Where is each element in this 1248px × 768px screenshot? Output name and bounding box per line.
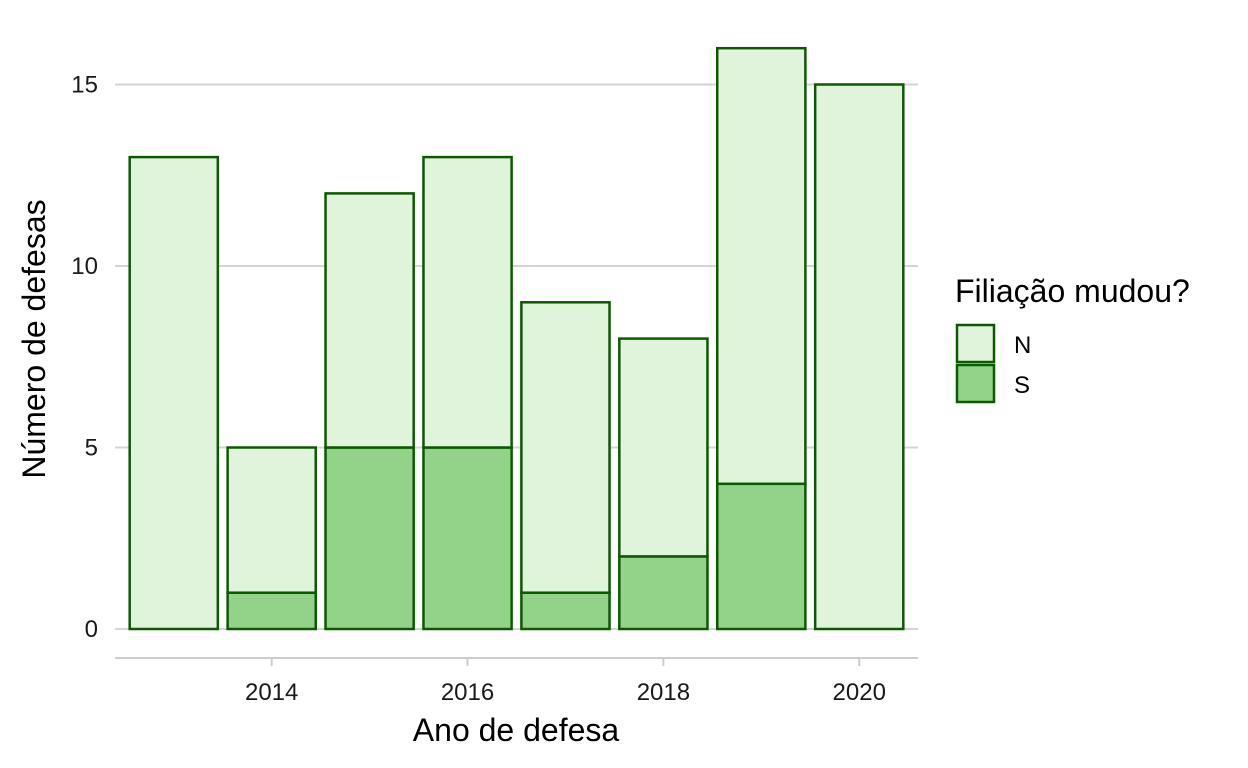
bar-2014-S — [226, 591, 318, 631]
bar-2016-N — [422, 155, 513, 449]
legend-label-S: S — [1014, 372, 1030, 399]
x-tick-label-2014: 2014 — [245, 679, 298, 706]
legend: Filiação mudou? NS — [955, 273, 1190, 404]
bar-2016-S — [422, 446, 513, 631]
x-tick-labels: 2014 2016 2018 2020 — [245, 658, 886, 706]
y-tick-labels: 0 5 10 15 — [71, 72, 98, 644]
y-tick-label-0: 0 — [85, 616, 98, 643]
legend-swatch-N — [955, 323, 996, 364]
bar-2019-N — [716, 46, 807, 486]
legend-swatch-S — [955, 363, 996, 404]
x-tick-label-2018: 2018 — [637, 679, 690, 706]
bar-2019-S — [716, 482, 807, 631]
legend-label-N: N — [1014, 332, 1031, 359]
bar-2013-N — [128, 155, 220, 631]
y-tick-label-5: 5 — [85, 435, 98, 462]
bar-2015-S — [324, 446, 415, 631]
x-tick-label-2020: 2020 — [833, 679, 886, 706]
bar-2017-N — [520, 301, 611, 594]
y-axis-title: Número de defesas — [16, 199, 52, 478]
bar-2014-N — [226, 446, 318, 594]
bar-2018-N — [618, 337, 709, 558]
y-tick-label-10: 10 — [71, 253, 98, 280]
bar-2017-S — [520, 591, 611, 631]
bar-2020-N — [813, 83, 905, 631]
bar-2018-S — [618, 555, 709, 631]
y-tick-label-15: 15 — [71, 72, 98, 99]
x-axis-title: Ano de defesa — [413, 712, 620, 748]
bars — [128, 46, 905, 631]
x-tick-label-2016: 2016 — [441, 679, 494, 706]
legend-title: Filiação mudou? — [955, 273, 1190, 309]
bar-2015-N — [324, 192, 415, 449]
